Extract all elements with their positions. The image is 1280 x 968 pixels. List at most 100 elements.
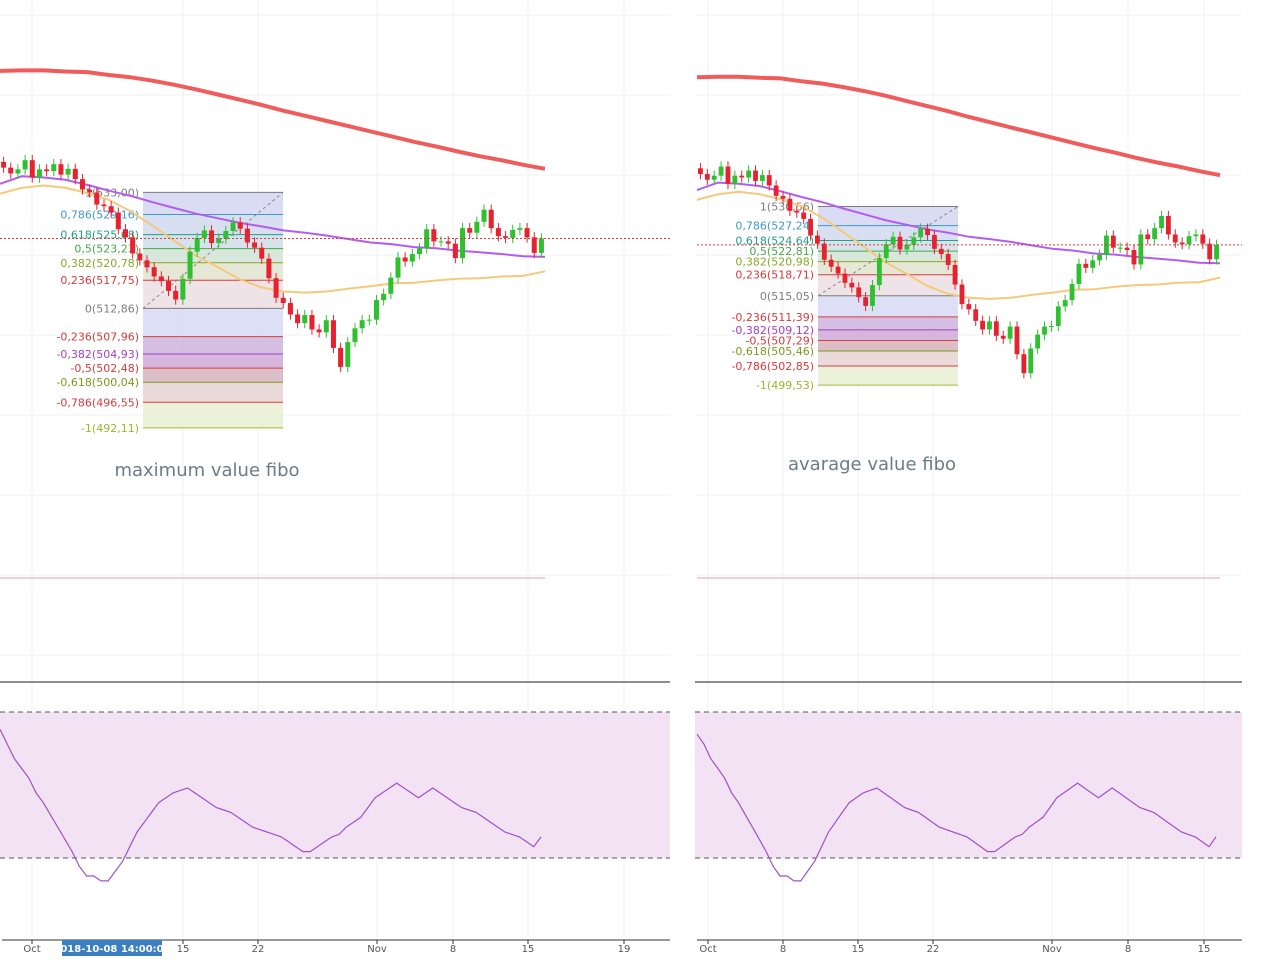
x-tick-label: 22	[252, 944, 265, 955]
candle-body	[409, 254, 415, 262]
candle	[130, 232, 136, 259]
candle-body	[890, 236, 896, 245]
fib-band	[818, 340, 958, 351]
candle	[938, 243, 944, 260]
candles	[698, 161, 1219, 379]
candle	[510, 224, 516, 244]
fib-level-label: -0,5(507,29)	[745, 334, 814, 347]
candle-body	[416, 248, 423, 255]
candle-body	[1097, 254, 1102, 261]
candle	[524, 222, 530, 243]
candle-body	[223, 231, 229, 239]
candle	[911, 232, 917, 250]
candle	[87, 184, 93, 198]
fib-band	[818, 350, 958, 367]
candle	[759, 169, 765, 187]
x-tick-label: Oct	[699, 944, 716, 955]
candle-body	[1159, 216, 1164, 229]
candle-body	[1152, 228, 1158, 240]
candle-body	[524, 228, 530, 238]
candle-body	[1186, 236, 1192, 245]
candle-body	[252, 242, 258, 248]
candle	[904, 239, 910, 255]
candle	[698, 163, 703, 180]
candle	[381, 288, 387, 306]
candle	[987, 316, 992, 335]
candle-body	[1117, 247, 1123, 249]
candle	[1159, 210, 1164, 234]
candle-body	[987, 321, 992, 330]
candle-body	[309, 315, 315, 330]
candle	[780, 190, 786, 204]
fib-band	[818, 329, 958, 341]
candle	[51, 159, 57, 177]
candle-body	[849, 282, 855, 288]
candle-body	[115, 212, 121, 230]
candle	[488, 204, 494, 234]
candle	[932, 229, 937, 255]
candle	[122, 224, 129, 243]
fib-level-label: -0,618(505,46)	[731, 345, 814, 358]
candle-body	[510, 229, 516, 238]
candle-body	[787, 198, 793, 211]
candle-body	[395, 257, 401, 278]
candle-body	[531, 237, 537, 253]
candle	[766, 169, 772, 191]
fib-band	[143, 354, 283, 369]
candle-body	[1048, 326, 1054, 327]
candle	[1083, 258, 1089, 274]
candle	[173, 285, 179, 305]
candle	[8, 162, 14, 179]
candle	[1117, 242, 1123, 253]
candle-body	[739, 175, 745, 178]
candle	[870, 279, 875, 312]
candle-body	[980, 320, 985, 330]
candle	[883, 239, 889, 264]
candle-body	[180, 278, 186, 300]
candle-body	[8, 167, 14, 174]
candle-body	[201, 230, 207, 238]
candle	[373, 294, 379, 325]
candle	[1048, 320, 1054, 332]
x-tick-label: Nov	[367, 944, 387, 955]
candle-body	[144, 260, 150, 268]
candle-body	[1062, 300, 1068, 307]
candle-body	[904, 244, 910, 250]
fib-level-label: -1(492,11)	[81, 422, 139, 435]
candle	[1055, 301, 1061, 332]
candle	[467, 222, 473, 238]
candle	[1069, 278, 1075, 306]
candle-body	[1083, 263, 1089, 268]
fib-band	[143, 262, 283, 281]
candle-body	[711, 175, 717, 180]
fib-level-label: -0,236(511,39)	[731, 311, 814, 324]
candle-body	[316, 329, 322, 333]
candle-body	[302, 315, 308, 324]
candle	[993, 316, 999, 341]
candle	[115, 207, 121, 235]
candle-body	[973, 309, 979, 321]
candle-body	[44, 169, 50, 172]
fib-level-label: -0,236(507,96)	[56, 331, 139, 344]
candle-body	[794, 210, 800, 213]
candle-body	[1014, 326, 1020, 355]
candle	[431, 224, 437, 247]
candle-body	[759, 175, 765, 181]
candle	[323, 315, 329, 338]
candle-body	[945, 254, 951, 265]
rsi-line	[696, 733, 1217, 882]
candle-body	[952, 264, 958, 285]
candle	[338, 342, 344, 373]
candle-body	[474, 221, 480, 233]
candle-body	[1055, 306, 1061, 326]
candle	[194, 232, 200, 257]
candle-body	[209, 230, 215, 244]
ema-fast-line	[696, 190, 1221, 300]
fib-band	[143, 336, 283, 355]
candle-body	[323, 320, 329, 333]
candle-body	[993, 321, 999, 336]
candle-body	[481, 209, 487, 222]
rsi-line	[0, 729, 542, 882]
candle	[966, 298, 972, 315]
candle-body	[1200, 234, 1206, 244]
